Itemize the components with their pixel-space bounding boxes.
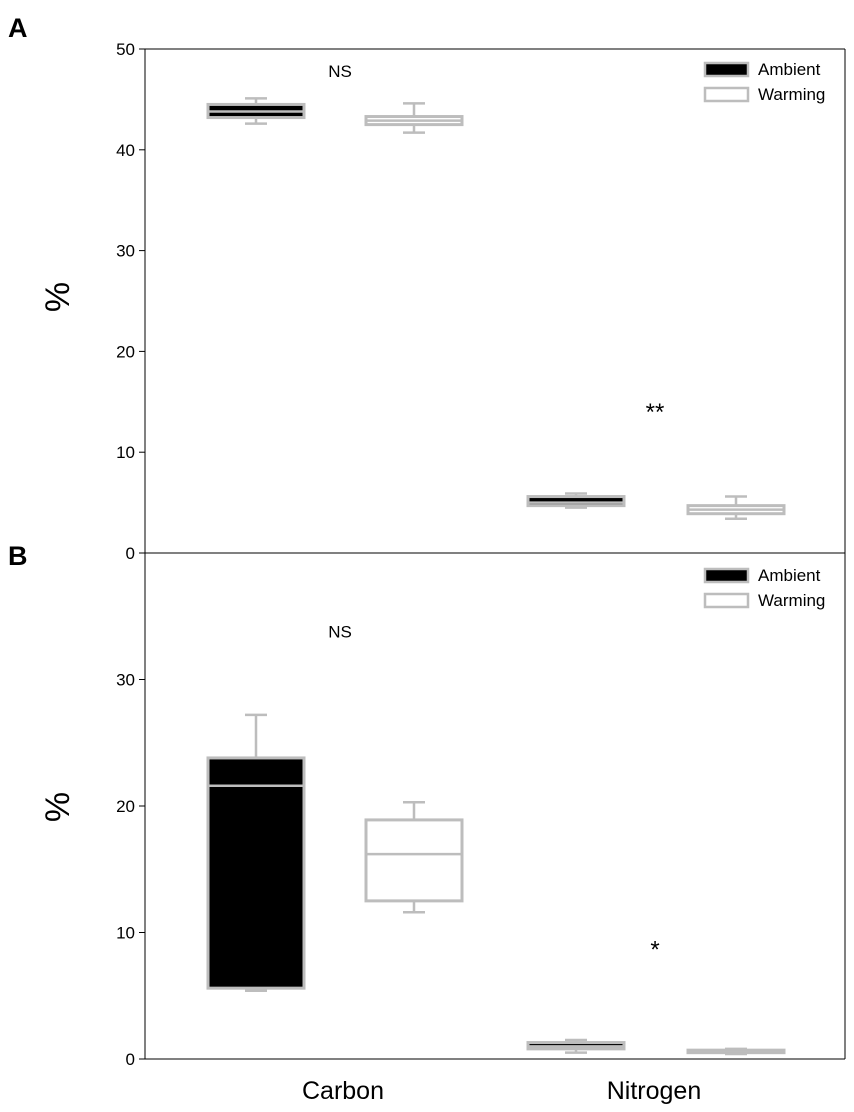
panel-a-y-tick-label: 50: [116, 40, 135, 59]
panel-a-legend-label-warming: Warming: [758, 85, 825, 104]
panel-a-y-tick-label: 30: [116, 242, 135, 261]
panel-b-box-warming-carbon: [364, 800, 464, 914]
panel-b-legend-label-warming: Warming: [758, 591, 825, 610]
panel-a-box-ambient-nitrogen-iqr: [526, 495, 626, 508]
panel-a-legend-swatch-warming: [703, 86, 750, 103]
panel-b-legend-swatch-warming: [703, 592, 750, 609]
panel-a-y-tick-label: 20: [116, 342, 135, 361]
panel-b-significance-label-nitrogen: *: [650, 936, 659, 963]
panel-label-a: A: [8, 13, 28, 43]
panel-b-box-warming-carbon-iqr: [364, 818, 464, 903]
panel-a-y-tick-label: 0: [126, 544, 135, 563]
panel-label-b: B: [8, 541, 28, 571]
x-category-label-nitrogen: Nitrogen: [607, 1077, 702, 1105]
panel-b-y-tick-label: 0: [126, 1050, 135, 1069]
panel-a-box-ambient-carbon: [206, 97, 306, 125]
panel-a-y-axis-label: %: [39, 282, 77, 312]
panel-b-legend-label-ambient: Ambient: [758, 566, 821, 585]
panel-b-box-ambient-carbon-iqr: [206, 756, 306, 990]
panel-a-y-tick-label: 10: [116, 443, 135, 462]
panel-a-box-ambient-nitrogen: [526, 492, 626, 509]
panel-b-y-tick-label: 30: [116, 671, 135, 690]
x-category-label-carbon: Carbon: [302, 1077, 384, 1105]
panel-a-y-tick-label: 40: [116, 141, 135, 160]
panel-b-y-axis-label: %: [39, 792, 77, 822]
panel-a-legend-swatch-ambient: [703, 61, 750, 78]
panel-a-significance-label-nitrogen: **: [646, 399, 665, 426]
panel-b-box-ambient-carbon: [206, 713, 306, 992]
panel-a-significance-label-carbon: NS: [328, 62, 352, 81]
panel-a-box-warming-nitrogen: [686, 495, 786, 520]
panel-b: 0 10 20 30% NS * Ambient Warming: [39, 552, 846, 1069]
panel-b-significance-label-carbon: NS: [328, 622, 352, 641]
panel-b-box-warming-nitrogen: [686, 1047, 786, 1056]
panel-b-y-tick-label: 20: [116, 797, 135, 816]
panel-b-y-tick-label: 10: [116, 924, 135, 943]
panel-a-box-warming-carbon: [364, 102, 464, 134]
panel-b-legend-swatch-ambient: [703, 567, 750, 584]
panel-b-box-ambient-nitrogen: [526, 1038, 626, 1054]
panel-a: 0 10 20 30 40 50% NS ** Ambient Warming: [39, 40, 846, 563]
panel-a-legend-label-ambient: Ambient: [758, 60, 821, 79]
